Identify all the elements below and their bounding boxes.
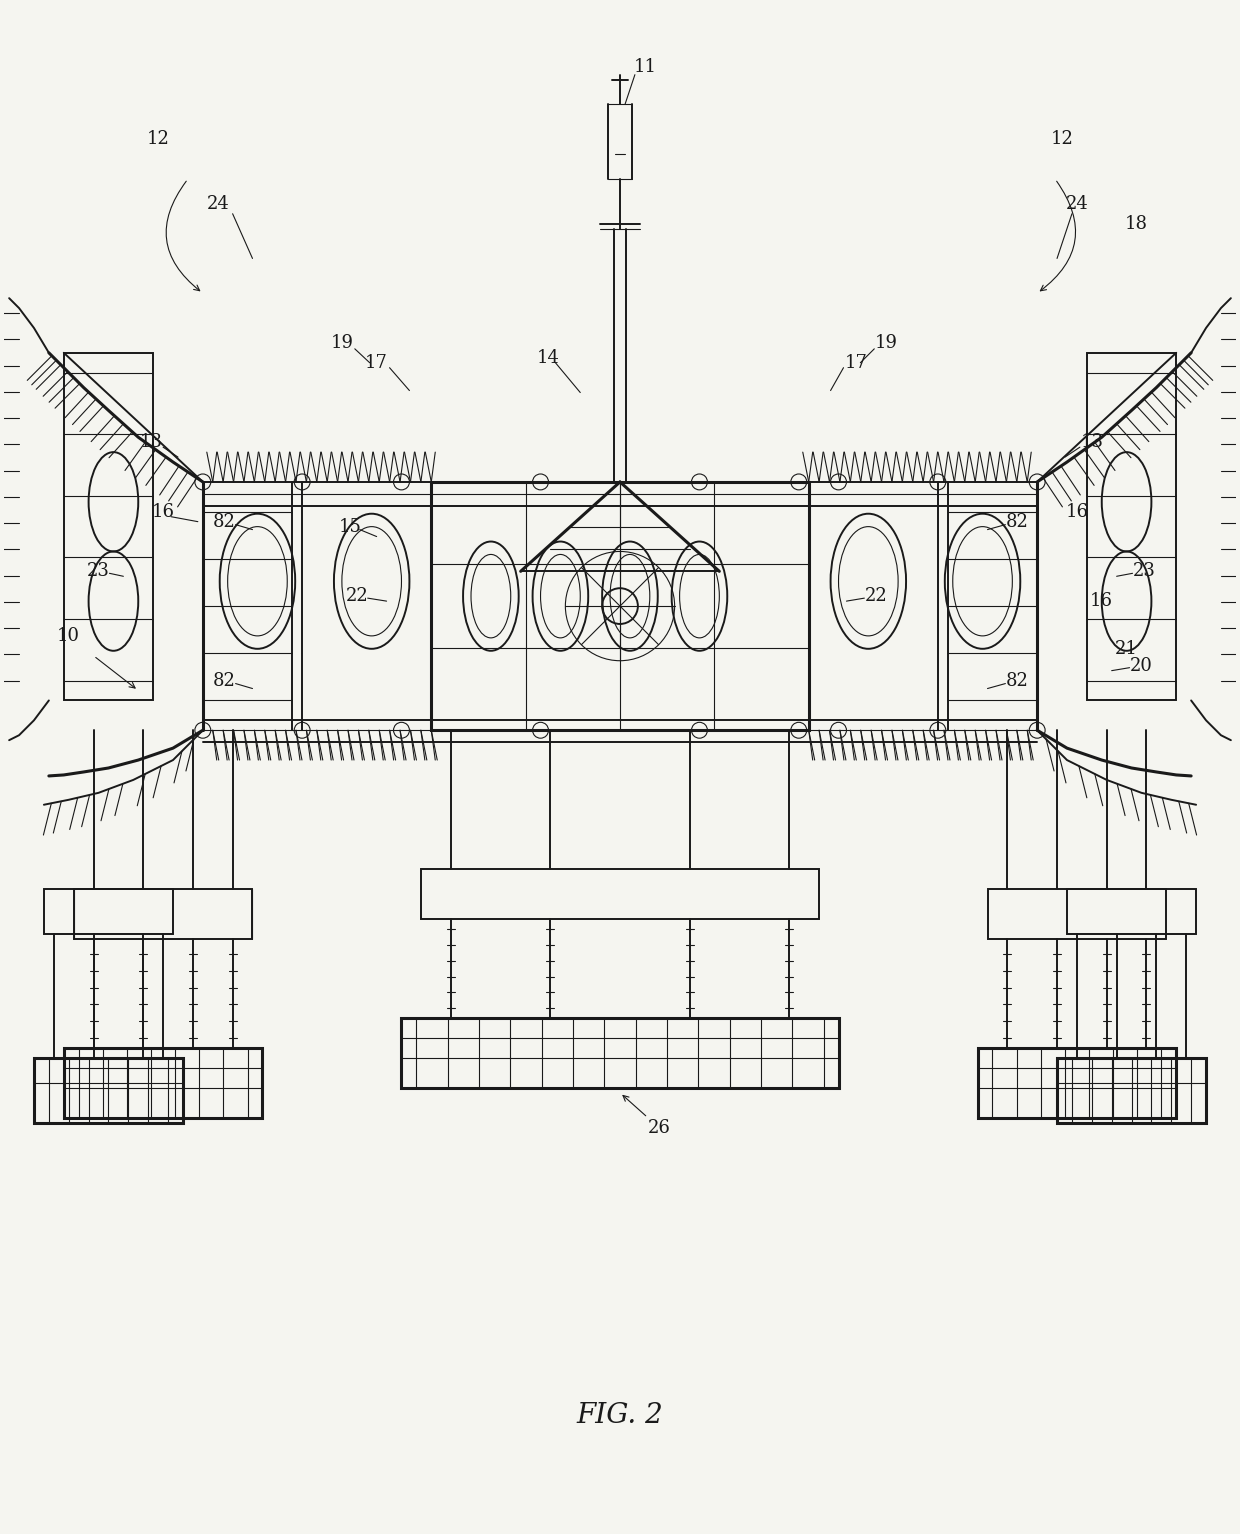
Text: 82: 82: [1006, 512, 1029, 531]
Text: 19: 19: [874, 334, 898, 351]
Bar: [43, 890, 174, 934]
Text: 16: 16: [151, 503, 175, 520]
Text: FIG. 2: FIG. 2: [577, 1402, 663, 1430]
Text: 22: 22: [346, 588, 368, 604]
Bar: [977, 1048, 1177, 1118]
Bar: [987, 890, 1167, 939]
Text: 16: 16: [1065, 503, 1089, 520]
Bar: [63, 353, 154, 701]
Text: 15: 15: [339, 517, 361, 535]
Text: 17: 17: [366, 354, 388, 371]
Text: 21: 21: [1115, 640, 1138, 658]
Bar: [73, 890, 253, 939]
Bar: [1066, 890, 1197, 934]
Text: 14: 14: [537, 348, 560, 367]
Bar: [422, 870, 818, 919]
Bar: [33, 1058, 184, 1123]
Text: 13: 13: [140, 433, 162, 451]
Text: 12: 12: [1050, 130, 1074, 149]
Text: 10: 10: [57, 627, 81, 644]
Bar: [1056, 1058, 1207, 1123]
Text: 11: 11: [634, 58, 656, 75]
Text: 82: 82: [213, 672, 236, 690]
Text: 18: 18: [1125, 215, 1148, 233]
Bar: [402, 1019, 838, 1088]
Bar: [63, 1048, 263, 1118]
Text: 12: 12: [146, 130, 170, 149]
Text: 26: 26: [649, 1118, 671, 1137]
Text: 20: 20: [1130, 657, 1153, 675]
Bar: [432, 482, 808, 730]
Text: 82: 82: [213, 512, 236, 531]
Text: 24: 24: [1065, 195, 1089, 213]
Text: 22: 22: [864, 588, 888, 604]
Text: 24: 24: [206, 195, 229, 213]
Text: 17: 17: [844, 354, 868, 371]
Text: 13: 13: [1080, 433, 1104, 451]
Bar: [1086, 353, 1177, 701]
Text: 23: 23: [1133, 563, 1156, 580]
Text: 16: 16: [1090, 592, 1114, 611]
Text: 82: 82: [1006, 672, 1029, 690]
Text: 23: 23: [87, 563, 110, 580]
Text: 19: 19: [330, 334, 353, 351]
